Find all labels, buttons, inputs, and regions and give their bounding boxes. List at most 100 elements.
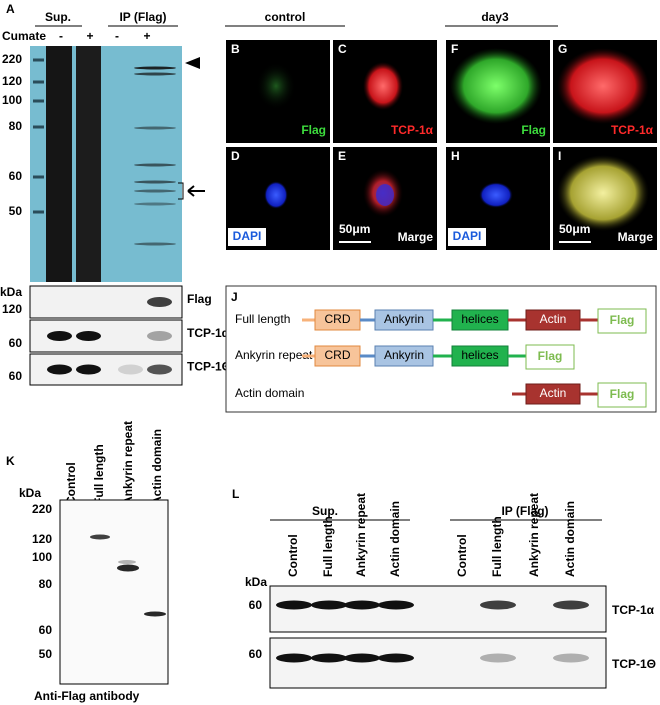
kda-label: kDa bbox=[0, 285, 22, 299]
lane-label: Full length bbox=[92, 444, 106, 505]
band bbox=[134, 126, 176, 130]
group-label: IP (Flag) bbox=[501, 504, 548, 518]
domain-name: Actin bbox=[540, 386, 567, 400]
tag-box bbox=[597, 308, 647, 334]
marker-band bbox=[33, 99, 44, 103]
domain-name: CRD bbox=[325, 348, 351, 362]
construct-name: Full length bbox=[235, 312, 290, 326]
blot-label: Flag bbox=[187, 292, 212, 306]
marker-label: 220 bbox=[32, 502, 52, 516]
nucleus bbox=[264, 181, 288, 209]
band bbox=[147, 297, 172, 307]
construct-name: Ankyrin repeat bbox=[235, 348, 313, 362]
band bbox=[378, 653, 414, 663]
band bbox=[134, 180, 176, 184]
group-label: control bbox=[265, 10, 306, 24]
cell bbox=[557, 155, 649, 231]
marker-label: 60 bbox=[249, 647, 263, 661]
lane-label: Ankyrin repeat bbox=[354, 493, 368, 577]
marker-label: 60 bbox=[39, 623, 53, 637]
domain-name: helices bbox=[461, 312, 498, 326]
band bbox=[344, 600, 380, 610]
marker-label: 120 bbox=[2, 302, 22, 316]
domain-name: helices bbox=[461, 348, 498, 362]
domain-name: Ankyrin bbox=[384, 348, 424, 362]
panel-letter: I bbox=[558, 149, 561, 163]
band bbox=[378, 600, 414, 610]
lane-label: Control bbox=[455, 534, 469, 577]
marker-label: 80 bbox=[9, 119, 23, 133]
band bbox=[134, 242, 176, 246]
lane-label: Control bbox=[64, 462, 78, 505]
band bbox=[134, 72, 176, 76]
band bbox=[90, 534, 110, 540]
band bbox=[144, 611, 166, 617]
band bbox=[276, 653, 312, 663]
blot bbox=[59, 499, 169, 685]
scale-label: 50μm bbox=[559, 222, 590, 236]
cumate-sign: - bbox=[59, 29, 63, 43]
marker-label: 100 bbox=[2, 93, 22, 107]
panel-letter: C bbox=[338, 42, 347, 56]
tag-name: Flag bbox=[538, 349, 563, 363]
domain-name: Ankyrin bbox=[384, 312, 424, 326]
domain-name: Actin bbox=[540, 312, 567, 326]
cumate-label: Cumate bbox=[2, 29, 46, 43]
arrow bbox=[187, 185, 205, 197]
band bbox=[480, 653, 516, 663]
marker-label: 120 bbox=[2, 74, 22, 88]
lane-label: Full length bbox=[490, 516, 504, 577]
blot bbox=[269, 637, 607, 689]
panel-letter: L bbox=[232, 487, 239, 501]
cell bbox=[256, 62, 296, 110]
blot-label: TCP-1Θ bbox=[612, 657, 656, 671]
band bbox=[344, 653, 380, 663]
group-label: Sup. bbox=[45, 10, 71, 24]
band bbox=[311, 653, 347, 663]
band bbox=[311, 600, 347, 610]
blot-label: TCP-1α bbox=[187, 326, 230, 340]
channel-label: DAPI bbox=[453, 229, 482, 243]
cumate-sign: + bbox=[143, 29, 150, 43]
channel-label: Marge bbox=[618, 230, 654, 244]
panel-letter: F bbox=[451, 42, 458, 56]
cell bbox=[557, 48, 649, 124]
cumate-sign: - bbox=[115, 29, 119, 43]
scale-label: 50μm bbox=[339, 222, 370, 236]
channel-label: Marge bbox=[398, 230, 434, 244]
band bbox=[134, 66, 176, 70]
lane-dark bbox=[76, 46, 101, 282]
nucleus bbox=[479, 182, 513, 208]
tag-box bbox=[525, 344, 575, 370]
panel-letter: H bbox=[451, 149, 460, 163]
lane-label: Control bbox=[286, 534, 300, 577]
band bbox=[76, 364, 101, 375]
marker-label: 100 bbox=[32, 550, 52, 564]
channel-label: DAPI bbox=[233, 229, 262, 243]
blot bbox=[29, 319, 183, 353]
marker-label: 50 bbox=[9, 204, 23, 218]
construct-name: Actin domain bbox=[235, 386, 304, 400]
band bbox=[147, 331, 172, 341]
marker-label: 220 bbox=[2, 52, 22, 66]
marker-label: 60 bbox=[9, 169, 23, 183]
lane-label: Ankyrin repeat bbox=[527, 493, 541, 577]
marker-label: 60 bbox=[9, 369, 23, 383]
arrowhead bbox=[185, 57, 200, 69]
panel-letter: B bbox=[231, 42, 240, 56]
panel-letter: E bbox=[338, 149, 346, 163]
marker-band bbox=[33, 58, 44, 62]
marker-band bbox=[33, 175, 44, 179]
label-box bbox=[228, 228, 266, 246]
panel-letter: A bbox=[6, 2, 15, 16]
nucleus bbox=[376, 184, 394, 206]
channel-label: TCP-1α bbox=[391, 123, 434, 137]
band bbox=[47, 364, 72, 375]
band bbox=[76, 331, 101, 341]
band bbox=[134, 189, 176, 193]
cell bbox=[363, 62, 403, 110]
tag-box bbox=[597, 382, 647, 408]
blot bbox=[269, 585, 607, 633]
marker-label: 120 bbox=[32, 532, 52, 546]
